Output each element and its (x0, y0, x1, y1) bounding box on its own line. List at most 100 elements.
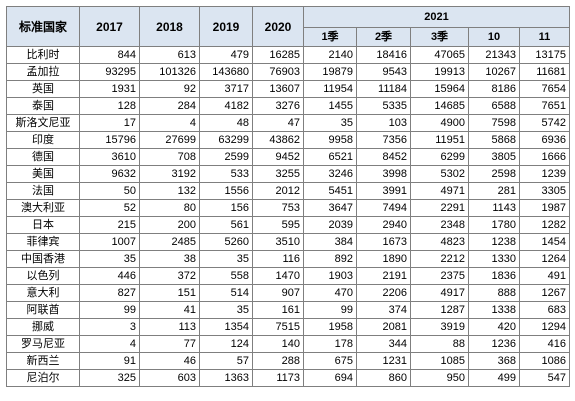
value-cell: 1282 (519, 216, 570, 234)
value-cell: 9958 (303, 131, 357, 149)
value-cell: 9543 (356, 63, 411, 81)
value-cell: 2081 (356, 318, 411, 336)
value-cell: 92 (139, 80, 200, 98)
value-cell: 1931 (79, 80, 140, 98)
value-cell: 1556 (199, 182, 253, 200)
value-cell: 47 (252, 114, 304, 132)
table-row: 孟加拉 93295 101326 143680 76903 19879 9543 19913 1… (6, 63, 570, 81)
country-cell: 美国 (6, 165, 80, 183)
value-cell: 116 (252, 250, 304, 268)
value-cell: 1454 (519, 233, 570, 251)
country-cell: 比利时 (6, 46, 80, 64)
value-cell: 470 (303, 284, 357, 302)
value-cell: 140 (252, 335, 304, 353)
value-cell: 9632 (79, 165, 140, 183)
table-row: 美国 9632 3192 533 3255 3246 3998 5302 2598 1239 (6, 165, 570, 183)
value-cell: 3610 (79, 148, 140, 166)
value-cell: 5868 (468, 131, 520, 149)
value-cell: 1287 (410, 301, 469, 319)
value-cell: 888 (468, 284, 520, 302)
table-row: 比利时 844 613 479 16285 2140 18416 47065 21343 1317… (6, 46, 570, 64)
value-cell: 844 (79, 46, 140, 64)
value-cell: 384 (303, 233, 357, 251)
table-row: 澳大利亚 52 80 156 753 3647 7494 2291 1143 1987 (6, 199, 570, 217)
value-cell: 1987 (519, 199, 570, 217)
value-cell: 950 (410, 369, 469, 387)
value-cell: 14685 (410, 97, 469, 115)
value-cell: 1903 (303, 267, 357, 285)
table-row: 英国 1931 92 3717 13607 11954 11184 15964 8186 7654 (6, 80, 570, 98)
value-cell: 1173 (252, 369, 304, 387)
value-cell: 151 (139, 284, 200, 302)
value-cell: 1086 (519, 352, 570, 370)
country-cell: 斯洛文尼亚 (6, 114, 80, 132)
value-cell: 499 (468, 369, 520, 387)
value-cell: 103 (356, 114, 411, 132)
value-cell: 48 (199, 114, 253, 132)
value-cell: 13607 (252, 80, 304, 98)
table-row: 尼泊尔 325 603 1363 1173 694 860 950 499 547 (6, 369, 570, 387)
value-cell: 613 (139, 46, 200, 64)
value-cell: 860 (356, 369, 411, 387)
value-cell: 325 (79, 369, 140, 387)
table-row: 罗马尼亚 4 77 124 140 178 344 88 1236 416 (6, 335, 570, 353)
value-cell: 5335 (356, 97, 411, 115)
value-cell: 416 (519, 335, 570, 353)
value-cell: 1836 (468, 267, 520, 285)
value-cell: 1267 (519, 284, 570, 302)
value-cell: 8452 (356, 148, 411, 166)
header-sub: 11 (519, 27, 570, 47)
value-cell: 1354 (199, 318, 253, 336)
country-cell: 中国香港 (6, 250, 80, 268)
value-cell: 132 (139, 182, 200, 200)
value-cell: 41 (139, 301, 200, 319)
value-cell: 8186 (468, 80, 520, 98)
table-row: 新西兰 91 46 57 288 675 1231 1085 368 1086 (6, 352, 570, 370)
value-cell: 284 (139, 97, 200, 115)
value-cell: 2140 (303, 46, 357, 64)
value-cell: 603 (139, 369, 200, 387)
header-group-2021: 2021 (303, 6, 570, 28)
value-cell: 547 (519, 369, 570, 387)
value-cell: 2485 (139, 233, 200, 251)
value-cell: 7494 (356, 199, 411, 217)
value-cell: 4900 (410, 114, 469, 132)
country-cell: 印度 (6, 131, 80, 149)
value-cell: 43862 (252, 131, 304, 149)
value-cell: 27699 (139, 131, 200, 149)
value-cell: 1363 (199, 369, 253, 387)
value-cell: 1470 (252, 267, 304, 285)
value-cell: 6936 (519, 131, 570, 149)
value-cell: 675 (303, 352, 357, 370)
value-cell: 1666 (519, 148, 570, 166)
value-cell: 368 (468, 352, 520, 370)
value-cell: 1231 (356, 352, 411, 370)
value-cell: 3647 (303, 199, 357, 217)
value-cell: 374 (356, 301, 411, 319)
country-cell: 菲律宾 (6, 233, 80, 251)
value-cell: 1294 (519, 318, 570, 336)
country-cell: 日本 (6, 216, 80, 234)
value-cell: 533 (199, 165, 253, 183)
value-cell: 50 (79, 182, 140, 200)
table-row: 德国 3610 708 2599 9452 6521 8452 6299 3805 1666 (6, 148, 570, 166)
value-cell: 99 (79, 301, 140, 319)
value-cell: 15796 (79, 131, 140, 149)
value-cell: 1238 (468, 233, 520, 251)
value-cell: 80 (139, 199, 200, 217)
value-cell: 281 (468, 182, 520, 200)
value-cell: 7515 (252, 318, 304, 336)
country-cell: 德国 (6, 148, 80, 166)
value-cell: 101326 (139, 63, 200, 81)
value-cell: 88 (410, 335, 469, 353)
value-cell: 63299 (199, 131, 253, 149)
value-cell: 561 (199, 216, 253, 234)
value-cell: 113 (139, 318, 200, 336)
value-cell: 907 (252, 284, 304, 302)
value-cell: 124 (199, 335, 253, 353)
value-cell: 3919 (410, 318, 469, 336)
value-cell: 3246 (303, 165, 357, 183)
value-cell: 2291 (410, 199, 469, 217)
value-cell: 161 (252, 301, 304, 319)
value-cell: 827 (79, 284, 140, 302)
